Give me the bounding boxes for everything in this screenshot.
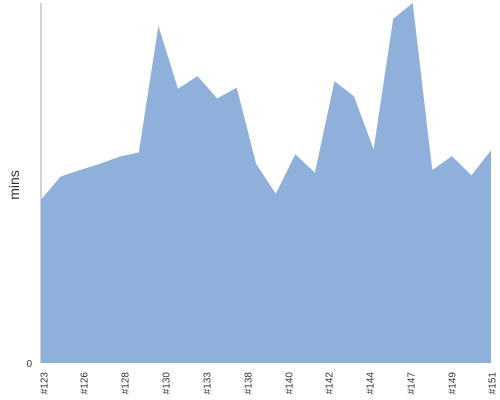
x-tick-label: #123 bbox=[40, 372, 51, 395]
x-tick-label: #144 bbox=[366, 372, 377, 395]
x-tick-label: #147 bbox=[407, 372, 418, 395]
x-tick-label: #130 bbox=[162, 372, 173, 395]
y-tick-labels: 0 bbox=[26, 359, 32, 370]
x-tick-labels: #123 #126 #128 #130 #133 #138 #140 #142 #144 #147… bbox=[40, 372, 499, 395]
y-tick-label: 0 bbox=[26, 359, 32, 370]
area-series bbox=[41, 3, 491, 363]
x-tick-label: #151 bbox=[488, 372, 499, 395]
y-axis-title: mins bbox=[6, 170, 22, 200]
x-tick-label: #140 bbox=[285, 372, 296, 395]
x-tick-label: #133 bbox=[203, 372, 214, 395]
x-tick-label: #128 bbox=[121, 372, 132, 395]
x-tick-label: #138 bbox=[244, 372, 255, 395]
plot-area bbox=[41, 3, 491, 363]
x-tick-label: #149 bbox=[448, 372, 459, 395]
x-tick-label: #126 bbox=[80, 372, 91, 395]
x-tick-label: #142 bbox=[325, 372, 336, 395]
